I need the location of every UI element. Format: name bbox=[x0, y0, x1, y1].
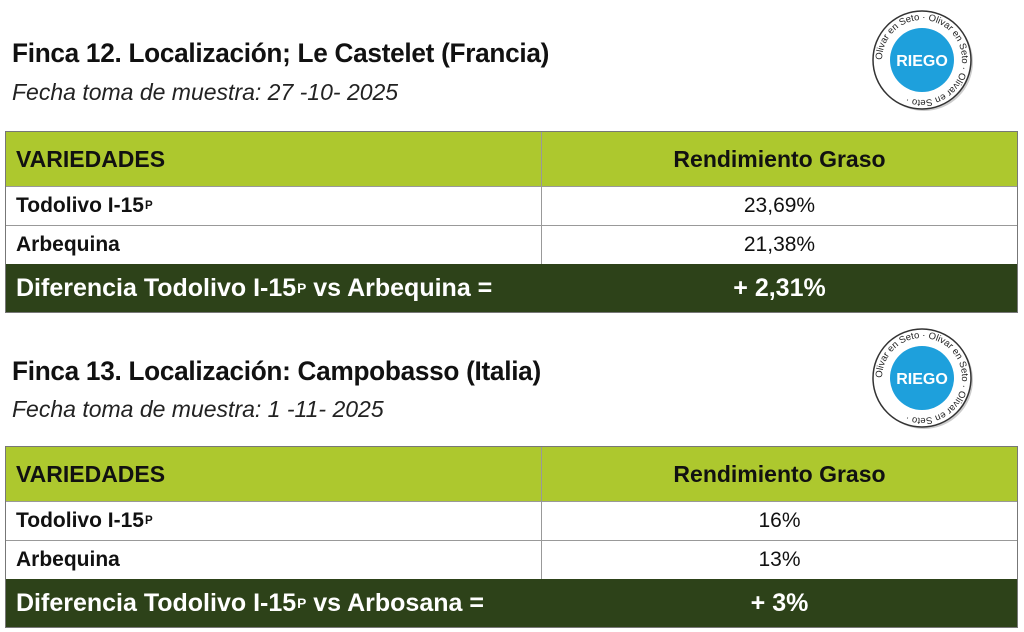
svg-text:RIEGO: RIEGO bbox=[896, 371, 948, 388]
header-varieties: VARIEDADES bbox=[6, 132, 542, 186]
variety-name: Arbequina bbox=[16, 548, 120, 571]
section-title: Finca 13. Localización: Campobasso (Ital… bbox=[12, 356, 541, 386]
difference-label: Diferencia Todolivo I-15 bbox=[16, 588, 297, 617]
yield-value: 21,38% bbox=[743, 233, 816, 256]
variety-name: Todolivo I-15 bbox=[16, 509, 144, 532]
difference-sup: P bbox=[297, 595, 307, 611]
difference-label: Diferencia Todolivo I-15 bbox=[16, 273, 297, 302]
table-header: VARIEDADES Rendimiento Graso bbox=[6, 447, 1017, 501]
yield-value: 23,69% bbox=[743, 194, 816, 217]
sample-date: Fecha toma de muestra: 27 -10- 2025 bbox=[12, 79, 399, 105]
difference-label-rest: vs Arbequina = bbox=[306, 273, 493, 302]
variety-sup: P bbox=[144, 200, 153, 212]
table-header: VARIEDADES Rendimiento Graso bbox=[6, 132, 1017, 186]
header-yield: Rendimiento Graso bbox=[673, 145, 886, 172]
difference-value: + 2,31% bbox=[733, 273, 826, 302]
table-row: Arbequina 13% bbox=[6, 540, 1017, 579]
section-title: Finca 12. Localización; Le Castelet (Fra… bbox=[12, 38, 550, 68]
riego-badge-icon: Olivar en Seto · Olivar en Seto · Olivar… bbox=[872, 10, 973, 111]
header-varieties: VARIEDADES bbox=[6, 447, 542, 501]
results-table: VARIEDADES Rendimiento Graso Todolivo I-… bbox=[5, 446, 1018, 628]
variety-name: Arbequina bbox=[16, 233, 120, 256]
table-row: Arbequina 21,38% bbox=[6, 225, 1017, 264]
sample-date: Fecha toma de muestra: 1 -11- 2025 bbox=[12, 396, 384, 422]
difference-sup: P bbox=[297, 280, 307, 296]
table-row: Todolivo I-15 P 23,69% bbox=[6, 186, 1017, 225]
svg-text:RIEGO: RIEGO bbox=[896, 53, 948, 70]
table-row: Todolivo I-15 P 16% bbox=[6, 501, 1017, 540]
header-yield: Rendimiento Graso bbox=[673, 460, 886, 487]
difference-value: + 3% bbox=[750, 588, 809, 617]
results-table: VARIEDADES Rendimiento Graso Todolivo I-… bbox=[5, 131, 1018, 313]
variety-name: Todolivo I-15 bbox=[16, 194, 144, 217]
variety-sup: P bbox=[144, 515, 153, 527]
difference-row: Diferencia Todolivo I-15 P vs Arbequina =… bbox=[6, 264, 1017, 312]
difference-label-rest: vs Arbosana = bbox=[306, 588, 484, 617]
yield-value: 13% bbox=[758, 548, 801, 571]
difference-row: Diferencia Todolivo I-15 P vs Arbosana = … bbox=[6, 579, 1017, 627]
riego-badge-icon: Olivar en Seto · Olivar en Seto · Olivar… bbox=[872, 328, 973, 429]
yield-value: 16% bbox=[758, 509, 801, 532]
